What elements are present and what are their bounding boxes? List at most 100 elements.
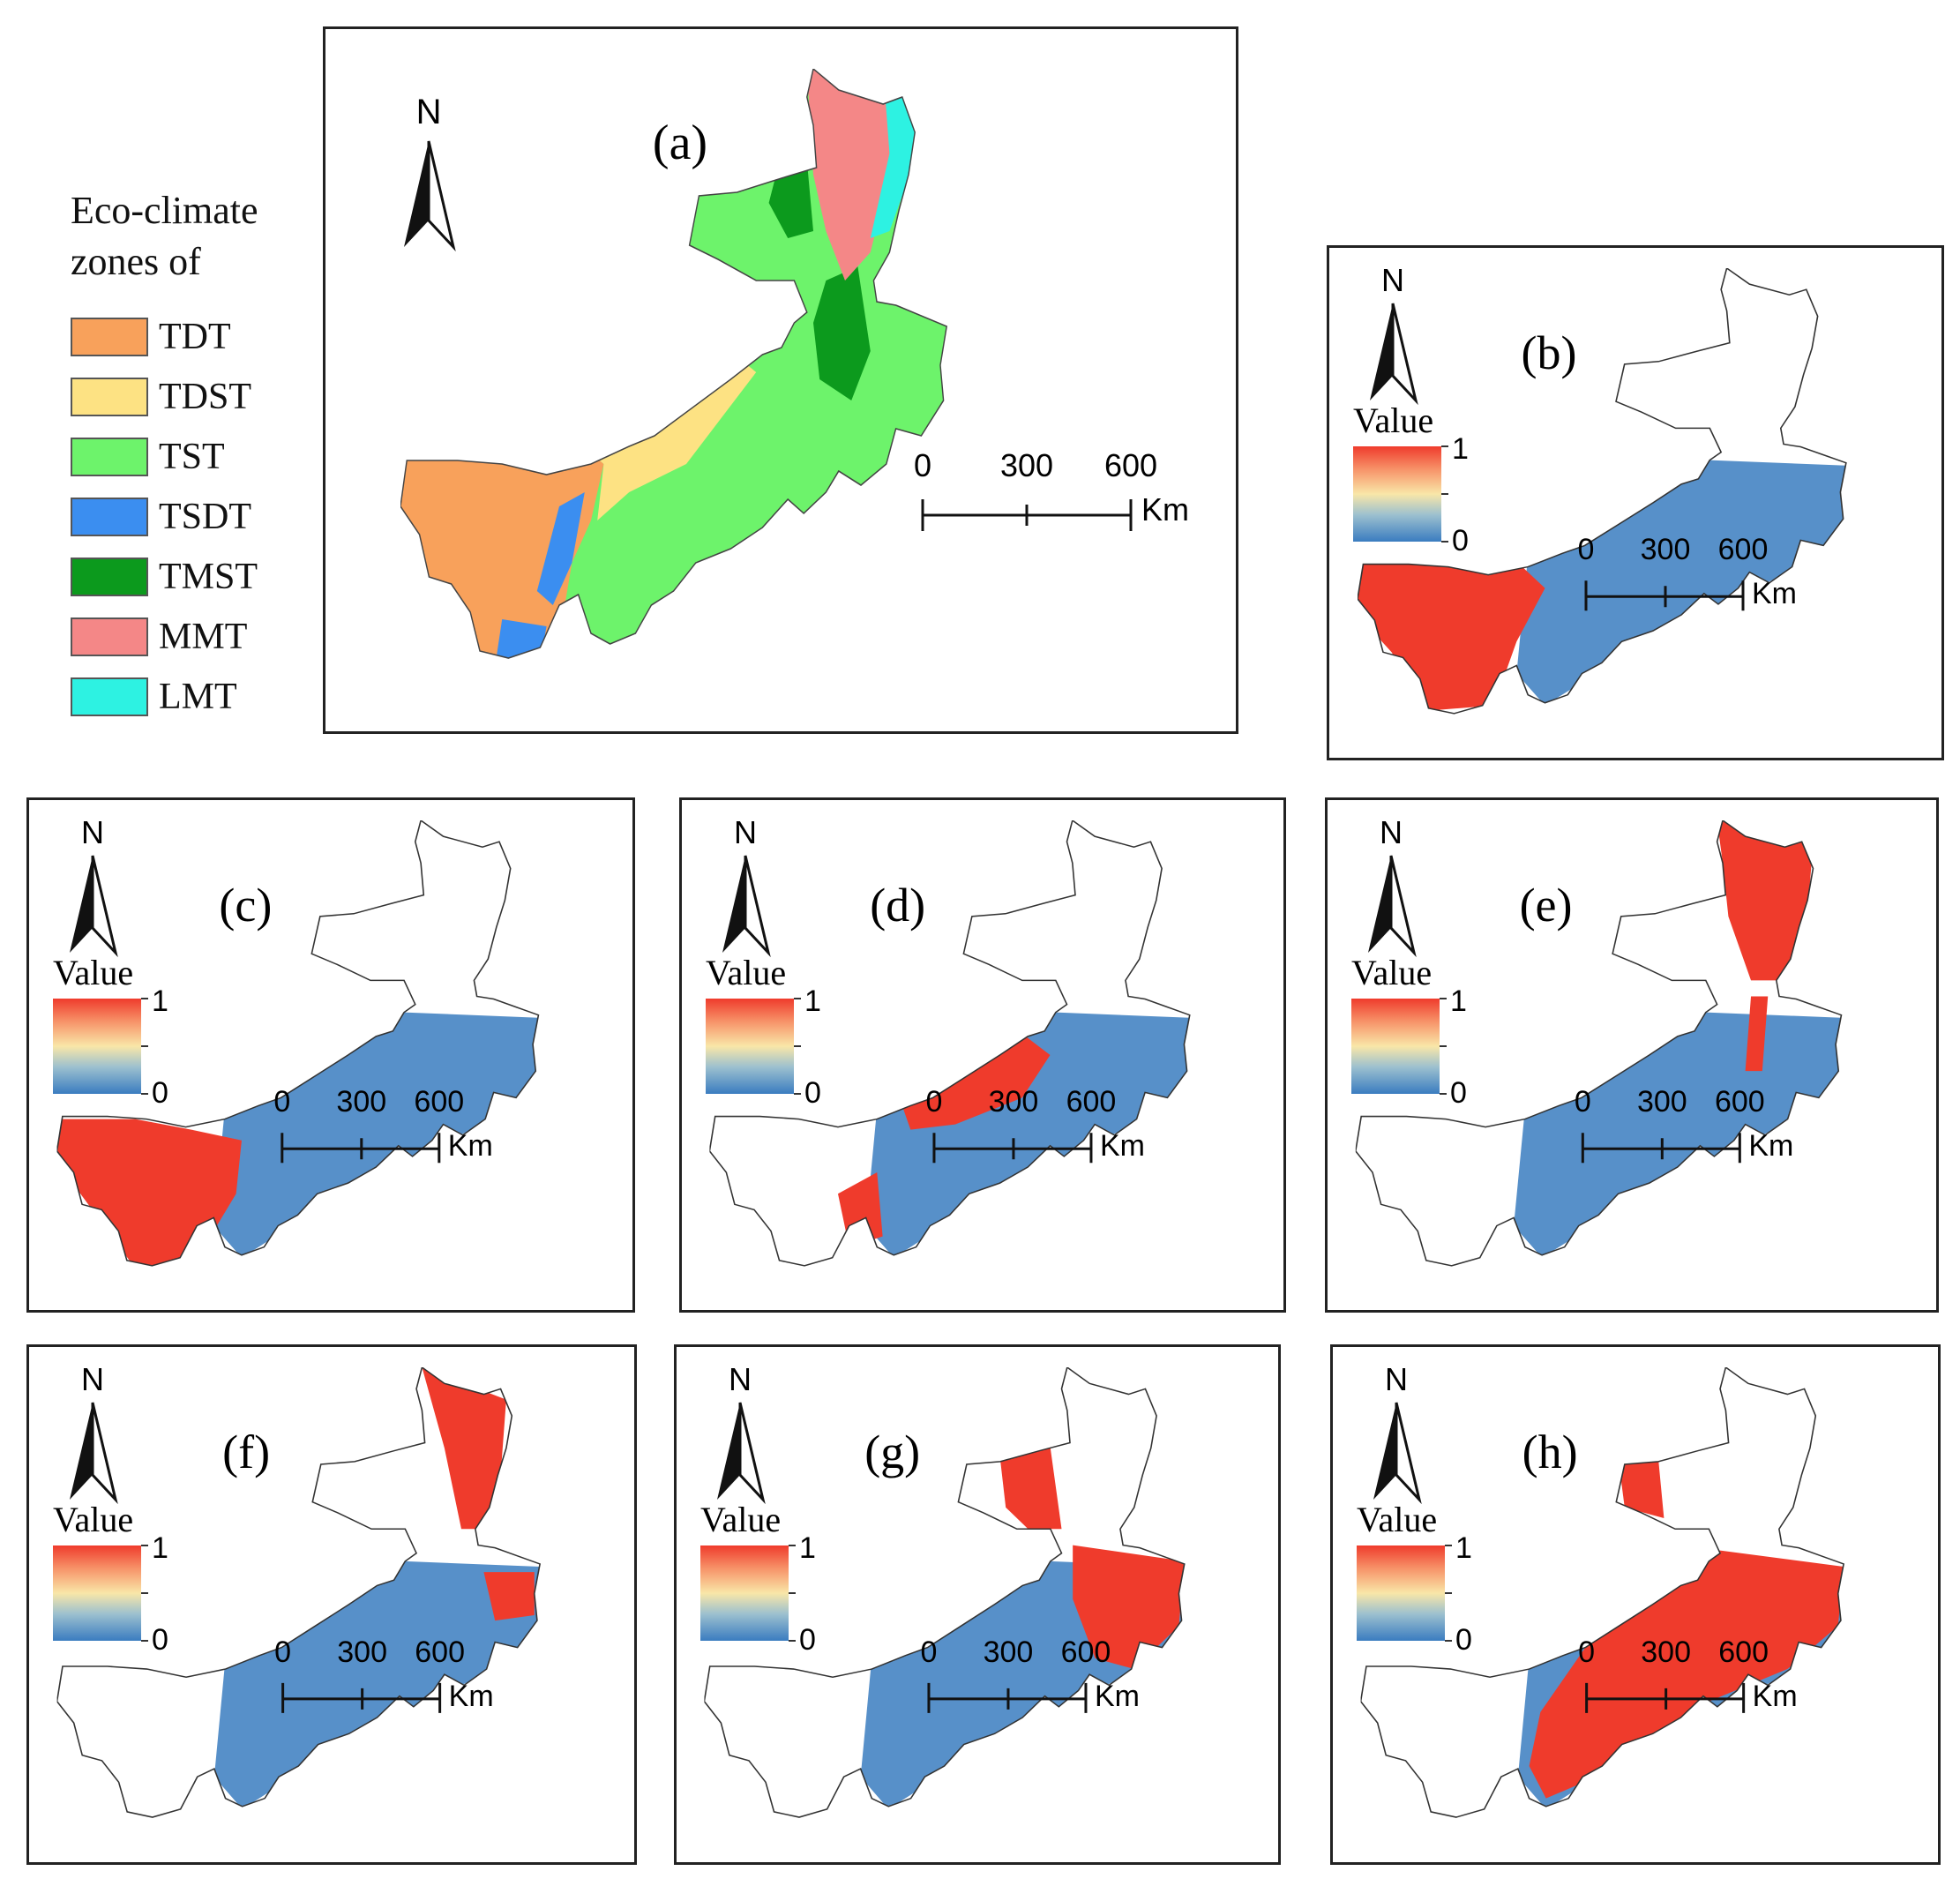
svg-text:300: 300 <box>336 1085 386 1119</box>
north-label: N <box>81 1361 104 1397</box>
panel-label: (b) <box>1522 326 1577 379</box>
colorbar-title: Value <box>1351 953 1432 992</box>
legend-swatch <box>71 677 148 716</box>
colorbar-max: 1 <box>804 984 821 1018</box>
colorbar: 10 <box>53 1531 168 1657</box>
scale-bar: 0 300 600 Km <box>920 1635 1139 1713</box>
legend-swatch <box>71 617 148 656</box>
svg-text:Km: Km <box>1748 1129 1793 1163</box>
scale-bar: 0 300 600 Km <box>1578 533 1797 611</box>
legend-item-tst: TST <box>71 427 300 487</box>
svg-text:600: 600 <box>1066 1085 1117 1119</box>
hotspot-region <box>899 1033 1051 1130</box>
hotspot-region <box>1619 1458 1665 1519</box>
legend-item-tmst: TMST <box>71 547 300 607</box>
svg-text:600: 600 <box>1104 447 1157 483</box>
hotspot-region <box>1529 1550 1844 1799</box>
colorbar-title: Value <box>1353 400 1433 440</box>
svg-text:300: 300 <box>337 1635 387 1669</box>
hotspot-region <box>999 1448 1062 1530</box>
hotspot-region <box>1745 996 1769 1072</box>
legend-swatch <box>71 318 148 356</box>
colorbar-min: 0 <box>1452 524 1469 558</box>
svg-text:Km: Km <box>448 1129 493 1163</box>
colorbar-max: 1 <box>1452 432 1469 466</box>
colorbar: 10 <box>706 984 821 1110</box>
legend-item-lmt: LMT <box>71 667 300 727</box>
svg-text:600: 600 <box>415 1635 465 1669</box>
scale-bar: 0 300 600 Km <box>914 447 1189 531</box>
legend-item-tdt: TDT <box>71 307 300 367</box>
colorbar-min: 0 <box>799 1623 816 1657</box>
north-arrow: N <box>70 814 118 958</box>
north-arrow: N <box>1370 262 1418 406</box>
colorbar-title: Value <box>706 953 786 992</box>
colorbar-title: Value <box>700 1500 781 1539</box>
north-arrow: N <box>1368 814 1417 958</box>
legend-swatch <box>71 438 148 476</box>
scale-bar: 0 300 600 Km <box>925 1085 1145 1164</box>
legend-item-tdst: TDST <box>71 367 300 427</box>
svg-text:0: 0 <box>920 1635 937 1669</box>
legend-label: MMT <box>159 617 248 657</box>
colorbar-title: Value <box>53 1500 133 1539</box>
colorbar-min: 0 <box>152 1623 168 1657</box>
colorbar-min: 0 <box>804 1076 821 1110</box>
panel-label: (f) <box>222 1426 270 1478</box>
north-arrow: N <box>722 814 771 958</box>
colorbar: 10 <box>53 984 168 1110</box>
svg-text:600: 600 <box>414 1085 464 1119</box>
north-label: N <box>729 1361 752 1397</box>
legend-items: TDT TDST TST TSDT TMST MMT LMT <box>71 307 300 727</box>
colorbar-max: 1 <box>152 1531 168 1565</box>
colorbar: 10 <box>1351 984 1467 1110</box>
scale-bar: 0 300 600 Km <box>1578 1635 1797 1713</box>
north-label: N <box>416 93 442 131</box>
svg-text:0: 0 <box>1578 1635 1595 1669</box>
svg-text:600: 600 <box>1061 1635 1111 1669</box>
colorbar-max: 1 <box>1450 984 1467 1018</box>
svg-text:0: 0 <box>274 1635 291 1669</box>
panel-a: N (a) 0 300 600 Km <box>323 26 1238 734</box>
svg-text:600: 600 <box>1718 1635 1769 1669</box>
legend-label: LMT <box>159 677 237 717</box>
colorbar-min: 0 <box>1455 1623 1472 1657</box>
north-label: N <box>1380 814 1403 850</box>
scale-bar: 0 300 600 Km <box>274 1635 493 1713</box>
colorbar-min: 0 <box>152 1076 168 1110</box>
legend-label: TST <box>159 437 225 477</box>
legend-title: Eco-climate zones of <box>71 189 258 283</box>
svg-text:300: 300 <box>1000 447 1053 483</box>
north-arrow: N <box>70 1361 118 1505</box>
panel-label: (h) <box>1522 1426 1578 1478</box>
colorbar-max: 1 <box>799 1531 816 1565</box>
legend-item-mmt: MMT <box>71 607 300 667</box>
svg-text:300: 300 <box>989 1085 1039 1119</box>
svg-text:600: 600 <box>1715 1085 1765 1119</box>
svg-text:Km: Km <box>449 1680 494 1713</box>
legend-label: TSDT <box>159 497 251 537</box>
north-arrow: N <box>1373 1361 1422 1505</box>
legend-label: TMST <box>159 557 258 597</box>
colorbar: 10 <box>1357 1531 1472 1657</box>
svg-text:300: 300 <box>1637 1085 1687 1119</box>
panel-label: (d) <box>870 879 925 932</box>
svg-text:0: 0 <box>1575 1085 1591 1119</box>
colorbar-max: 1 <box>152 984 168 1018</box>
hotspot-region <box>1717 820 1814 981</box>
hotspot-region <box>422 1367 506 1530</box>
north-label: N <box>81 814 104 850</box>
colorbar-max: 1 <box>1455 1531 1472 1565</box>
legend-label: TDT <box>159 317 231 357</box>
colorbar: 10 <box>1353 432 1469 558</box>
panel-label: (g) <box>864 1426 920 1478</box>
zone-legend: Eco-climate zones of TDT TDST TST TSDT TMST M… <box>71 185 300 727</box>
north-label: N <box>1381 262 1404 298</box>
svg-text:Km: Km <box>1753 1680 1798 1713</box>
panel-label-a: (a) <box>653 116 707 170</box>
